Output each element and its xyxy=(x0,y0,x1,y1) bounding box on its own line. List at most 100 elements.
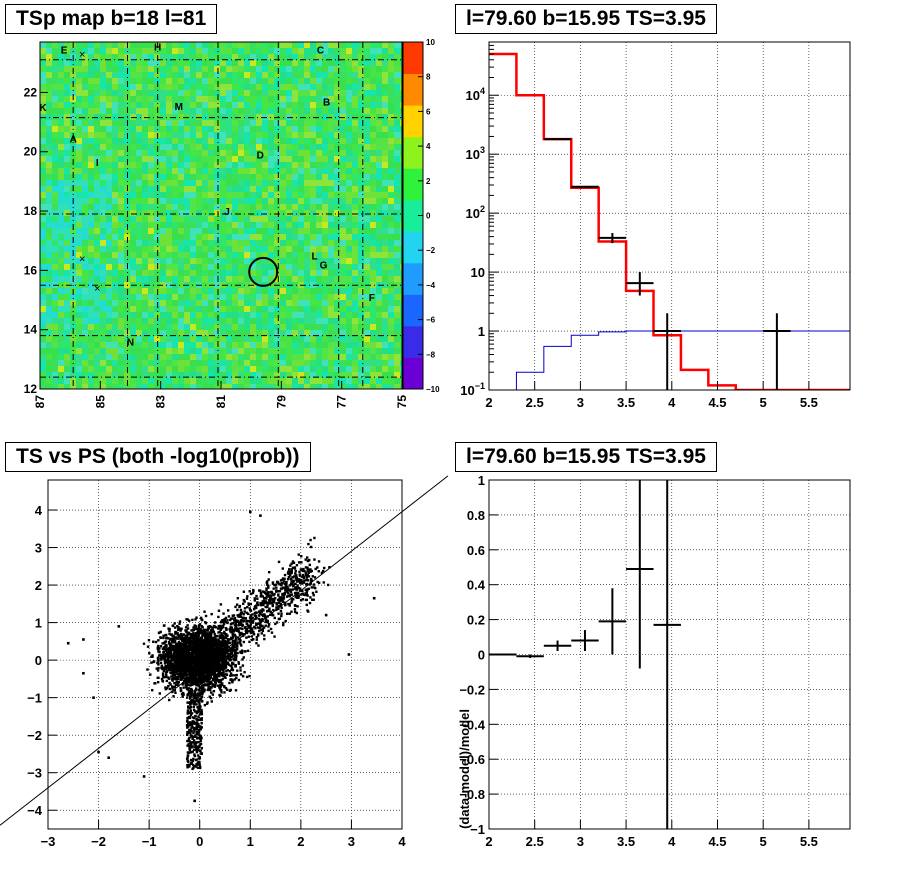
map-cell xyxy=(184,102,190,108)
map-cell xyxy=(358,354,364,360)
map-cell xyxy=(340,192,346,198)
map-cell xyxy=(172,108,178,114)
map-cell xyxy=(106,366,112,372)
map-cell xyxy=(196,222,202,228)
map-cell xyxy=(40,360,46,366)
map-cell xyxy=(178,138,184,144)
map-cell xyxy=(328,342,334,348)
map-cell xyxy=(88,162,94,168)
map-cell xyxy=(298,42,304,48)
map-cell xyxy=(94,342,100,348)
map-cell xyxy=(334,168,340,174)
map-cell xyxy=(130,348,136,354)
map-cell xyxy=(226,366,232,372)
map-cell xyxy=(94,72,100,78)
map-cell xyxy=(190,186,196,192)
map-cell xyxy=(46,204,52,210)
map-cell xyxy=(400,342,402,348)
scatter-point xyxy=(176,637,179,640)
map-cell xyxy=(196,270,202,276)
map-cell xyxy=(52,348,58,354)
map-cell xyxy=(388,300,394,306)
map-cell xyxy=(142,108,148,114)
map-cell xyxy=(394,162,400,168)
map-cell xyxy=(316,354,322,360)
scatter-point xyxy=(200,689,204,693)
map-cell xyxy=(214,114,220,120)
map-cell xyxy=(202,384,208,389)
map-cell xyxy=(154,42,160,48)
map-cell xyxy=(160,342,166,348)
map-cell xyxy=(196,354,202,360)
map-cell xyxy=(184,78,190,84)
map-cell xyxy=(208,270,214,276)
map-cell xyxy=(136,180,142,186)
map-cell xyxy=(352,312,358,318)
map-cell xyxy=(382,270,388,276)
map-cell xyxy=(82,126,88,132)
map-cell xyxy=(82,90,88,96)
map-cell xyxy=(154,48,160,54)
map-cell xyxy=(250,60,256,66)
map-cell xyxy=(298,270,304,276)
map-cell xyxy=(58,240,64,246)
map-cell xyxy=(190,108,196,114)
map-cell xyxy=(202,60,208,66)
map-cell xyxy=(64,186,70,192)
map-cell xyxy=(250,306,256,312)
map-cell xyxy=(166,240,172,246)
map-cell xyxy=(184,180,190,186)
map-cell xyxy=(274,324,280,330)
map-cell xyxy=(64,258,70,264)
map-cell xyxy=(328,168,334,174)
scatter-point xyxy=(227,615,231,618)
spectrum-x-tick-label: 5 xyxy=(760,395,767,410)
map-cell xyxy=(46,246,52,252)
map-cell xyxy=(250,108,256,114)
map-cell xyxy=(94,42,100,48)
map-cell xyxy=(112,336,118,342)
map-cell xyxy=(184,90,190,96)
map-cell xyxy=(136,204,142,210)
map-cell xyxy=(88,48,94,54)
map-cell xyxy=(190,360,196,366)
map-cell xyxy=(262,342,268,348)
map-cell xyxy=(220,318,226,324)
map-cell xyxy=(322,96,328,102)
map-cell xyxy=(298,372,304,378)
map-cell xyxy=(148,60,154,66)
map-cell xyxy=(82,84,88,90)
map-cell xyxy=(334,372,340,378)
map-cell xyxy=(304,180,310,186)
map-cell xyxy=(322,108,328,114)
map-cell xyxy=(220,312,226,318)
map-cell xyxy=(298,96,304,102)
map-cell xyxy=(256,156,262,162)
scatter-point xyxy=(245,675,249,679)
map-cell xyxy=(400,66,402,72)
map-cell xyxy=(388,216,394,222)
scatter-point xyxy=(218,630,221,634)
map-cell xyxy=(352,174,358,180)
map-cell xyxy=(88,192,94,198)
map-cell xyxy=(292,258,298,264)
map-cell xyxy=(334,240,340,246)
map-cell xyxy=(280,162,286,168)
map-cell xyxy=(214,204,220,210)
map-cell xyxy=(256,48,262,54)
map-cell xyxy=(178,120,184,126)
map-cell xyxy=(328,198,334,204)
map-cell xyxy=(220,294,226,300)
map-cell xyxy=(310,228,316,234)
map-cell xyxy=(256,216,262,222)
map-cell xyxy=(208,366,214,372)
map-cell xyxy=(52,240,58,246)
map-cell xyxy=(280,294,286,300)
map-cell xyxy=(322,120,328,126)
map-cell xyxy=(118,276,124,282)
map-cell xyxy=(388,378,394,384)
map-cell xyxy=(136,324,142,330)
map-cell xyxy=(40,336,46,342)
map-cell xyxy=(190,348,196,354)
map-cell xyxy=(298,192,304,198)
